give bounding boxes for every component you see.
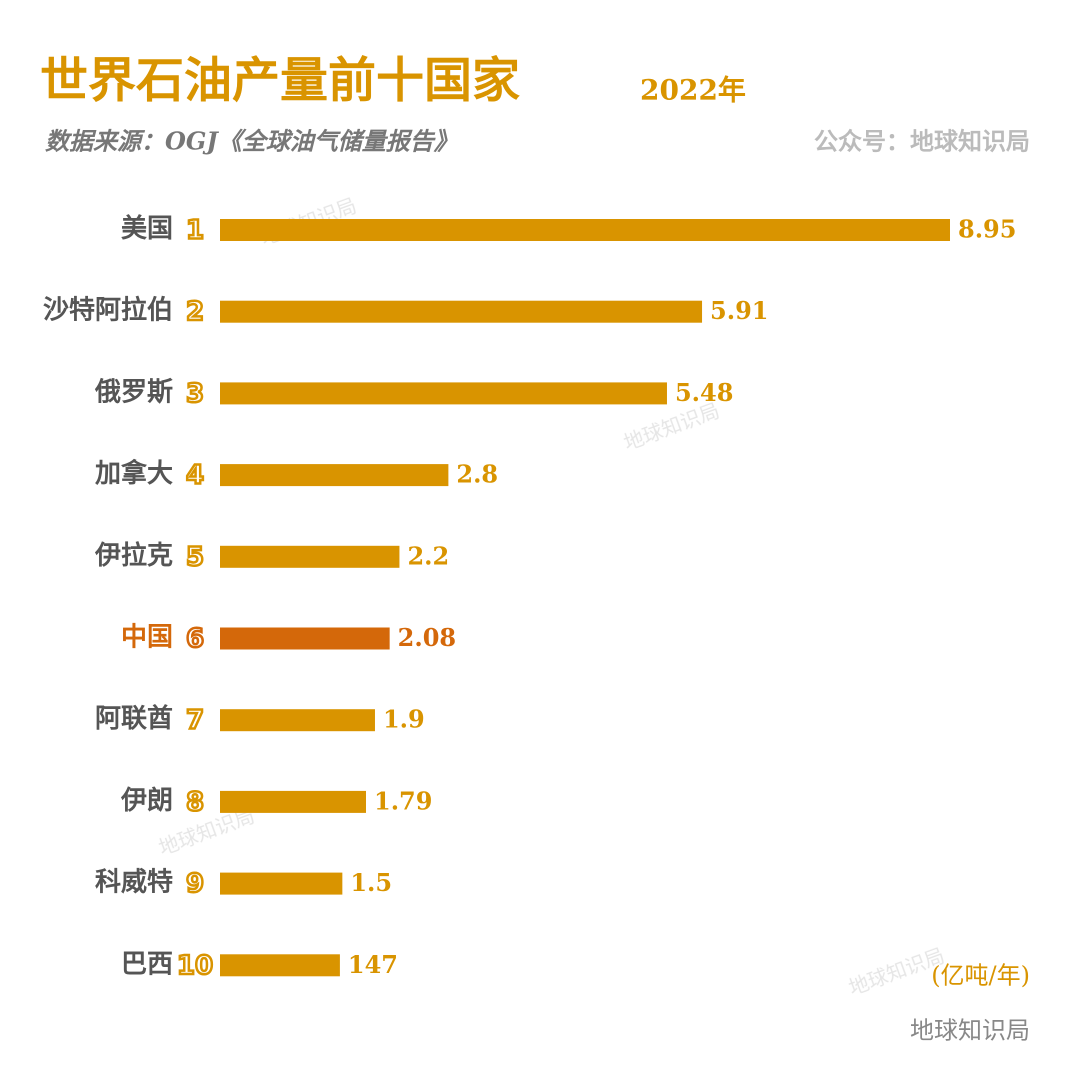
value-label: 5.91 <box>710 296 768 325</box>
bar <box>220 219 950 241</box>
value-label: 147 <box>348 950 398 979</box>
bar <box>220 872 343 895</box>
category-label: 中国 <box>121 623 173 653</box>
category-label: 伊拉克 <box>94 540 173 571</box>
value-label: 5.48 <box>675 378 733 407</box>
rank-label: 4 <box>186 461 204 491</box>
category-label: 巴西 <box>121 949 173 979</box>
bar <box>220 709 375 732</box>
rank-label: 1 <box>186 216 204 246</box>
chart-subtitle: 2022年 <box>640 74 746 107</box>
bar <box>220 382 667 405</box>
category-label: 美国 <box>121 213 173 244</box>
value-label: 8.95 <box>958 215 1016 244</box>
rank-label: 7 <box>186 706 204 736</box>
value-label: 1.5 <box>350 868 392 897</box>
rank-label: 5 <box>186 542 204 572</box>
category-label: 科威特 <box>95 867 173 898</box>
footer: 地球知识局 <box>910 1017 1030 1045</box>
bar <box>220 300 703 323</box>
value-label: 2.08 <box>398 623 456 652</box>
rank-label: 6 <box>186 624 204 654</box>
bar <box>220 545 400 568</box>
category-label: 俄罗斯 <box>94 377 173 407</box>
value-label: 1.79 <box>374 786 432 815</box>
value-label: 2.8 <box>456 460 498 489</box>
rank-label: 10 <box>177 951 213 981</box>
rank-label: 9 <box>186 869 204 899</box>
chart-title: 世界石油产量前十国家 <box>40 53 520 109</box>
category-label: 加拿大 <box>95 458 173 489</box>
rank-label: 3 <box>186 379 204 409</box>
rank-label: 2 <box>186 297 204 327</box>
category-label: 沙特阿拉伯 <box>43 295 173 326</box>
value-label: 1.9 <box>383 705 425 734</box>
bar <box>220 790 366 813</box>
account: 公众号：地球知识局 <box>814 127 1030 156</box>
category-label: 伊朗 <box>120 786 173 816</box>
unit-label: (亿吨/年) <box>931 962 1030 990</box>
bar <box>220 954 340 977</box>
value-label: 2.2 <box>407 541 449 570</box>
bar <box>220 464 449 487</box>
rank-label: 8 <box>186 787 204 817</box>
category-label: 阿联酋 <box>95 703 173 734</box>
bar <box>220 627 390 650</box>
source: 数据来源：OGJ《全球油气储量报告》 <box>45 127 458 156</box>
